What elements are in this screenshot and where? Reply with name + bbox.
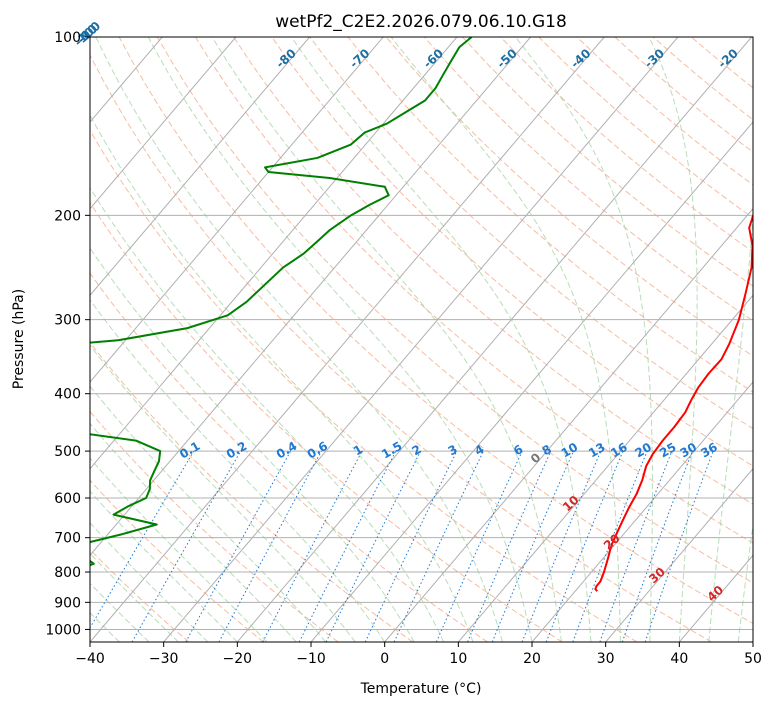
x-tick-label: 30: [597, 651, 615, 667]
x-tick-label: 20: [523, 651, 541, 667]
moist-adiabat: [90, 522, 209, 642]
moist-adiabat: [515, 37, 653, 642]
moist-adiabat: [90, 299, 386, 642]
y-tick-label: 200: [54, 208, 81, 224]
y-tick-label: 1000: [45, 622, 81, 638]
y-tick-label: 800: [54, 565, 81, 581]
mixing-ratio-line: [621, 450, 693, 642]
dry-adiabat: [90, 548, 190, 642]
moist-adiabat: [211, 37, 562, 642]
isotherm-line: [531, 381, 753, 642]
x-tick-label: 10: [449, 651, 467, 667]
moist-adiabat: [390, 37, 621, 642]
x-tick-label: −30: [149, 651, 179, 667]
x-tick-label: −10: [296, 651, 326, 667]
y-tick-label: 700: [54, 531, 81, 547]
dry-adiabat: [271, 37, 753, 467]
x-tick-label: 50: [744, 651, 762, 667]
dry-adiabat: [309, 37, 753, 430]
dry-adiabat: [423, 37, 753, 322]
x-axis-label: Temperature (°C): [360, 681, 482, 697]
moist-adiabat: [90, 385, 327, 642]
dry-adiabat: [195, 37, 753, 544]
dry-adiabat: [118, 37, 753, 625]
background-lines: [90, 37, 753, 642]
y-tick-label: 100: [54, 30, 81, 46]
mixing-ratio-line: [599, 450, 673, 642]
isotherm-line: [384, 207, 753, 642]
chart-title: wetPf2_C2E2.2026.079.06.10.G18: [275, 12, 567, 32]
dry-adiabat: [385, 37, 753, 357]
moist-adiabat: [648, 37, 698, 642]
mixing-ratio-line: [435, 450, 523, 642]
moist-adiabat: [290, 37, 592, 642]
moist-adiabat: [90, 186, 445, 642]
y-tick-label: 400: [54, 387, 81, 403]
isotherm-line: [163, 37, 679, 642]
temperature-profile-line: [594, 213, 753, 592]
moist-adiabat: [90, 490, 238, 642]
x-tick-label: −20: [223, 651, 253, 667]
x-tick-label: −40: [75, 651, 105, 667]
profile-lines: [90, 37, 753, 592]
moist-adiabat: [90, 344, 356, 642]
dry-adiabat: [90, 201, 563, 642]
isotherm-line: [90, 37, 605, 642]
mixing-ratio-line: [298, 450, 397, 642]
moist-adiabat: [90, 247, 415, 642]
mixing-ratio-line: [467, 450, 552, 642]
isotherm-line: [90, 37, 531, 557]
moist-adiabat: [147, 37, 533, 642]
axis-ticks: −40 −30 −20 −10 0 10 20 30 40 50 100 200 300 400 500 60…: [45, 30, 762, 667]
y-axis-label: Pressure (hPa): [11, 289, 27, 389]
mixing-ratio-line: [521, 450, 602, 642]
y-tick-label: 900: [54, 595, 81, 611]
y-tick-label: 500: [54, 444, 81, 460]
mixing-ratio-line: [545, 450, 624, 642]
isotherm-line: [90, 37, 310, 297]
isotherm-line: [310, 121, 753, 642]
dry-adiabat: [156, 37, 753, 584]
moist-adiabat: [90, 457, 268, 642]
mixing-ratio-line: [491, 450, 574, 642]
mixing-ratio-line: [218, 450, 322, 642]
dry-adiabat: [90, 410, 339, 642]
isotherm-line: [90, 37, 458, 470]
x-tick-label: 40: [670, 651, 688, 667]
isotherm-line: [236, 37, 752, 642]
mixing-ratio-line: [185, 450, 292, 642]
isotherm-line: [605, 467, 753, 642]
y-tick-label: 600: [54, 491, 81, 507]
moist-adiabat: [90, 422, 297, 642]
y-tick-label: 300: [54, 313, 81, 329]
dry-adiabat: [90, 272, 488, 642]
dry-adiabat: [90, 129, 638, 642]
isotherm-line: [90, 37, 237, 210]
x-tick-label: 0: [380, 651, 389, 667]
isotherm-line: [457, 294, 753, 642]
mixing-ratio-line: [644, 450, 714, 642]
moist-adiabat: [90, 114, 474, 642]
mixing-ratio-line: [572, 450, 648, 642]
dewpoint-profile-line: [90, 37, 473, 567]
mixing-ratio-line: [325, 450, 422, 642]
plot-frame: [89, 36, 754, 643]
dry-adiabat: [90, 479, 264, 642]
dry-adiabat: [90, 53, 712, 642]
